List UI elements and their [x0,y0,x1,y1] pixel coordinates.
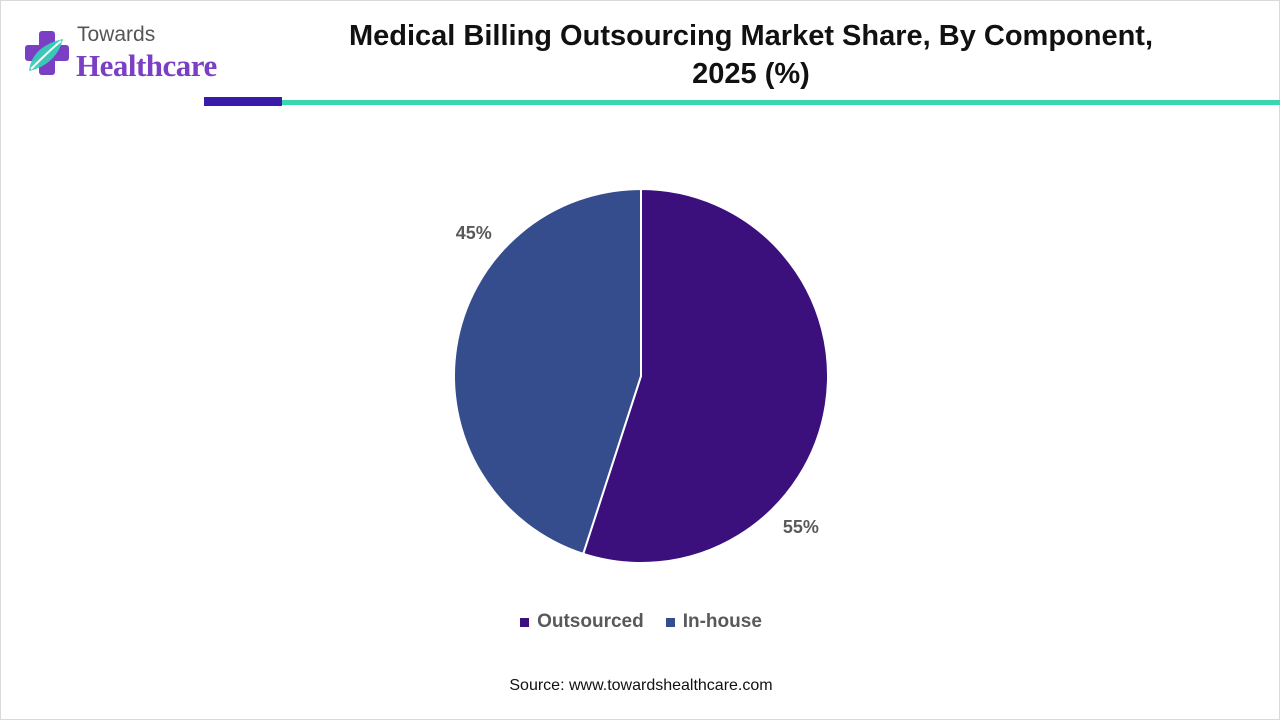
legend-label-in-house: In-house [682,611,762,632]
legend-item-in-house: In-house [665,611,762,633]
logo-text-healthcare: Healthcare [76,48,217,83]
header-rule-accent [204,97,282,106]
header-rule [282,100,1280,105]
legend-item-outsourced: Outsourced [520,611,644,633]
towards-healthcare-logo: Towards Healthcare [21,23,251,85]
chart-legend: Outsourced In-house [1,611,1280,633]
legend-swatch-outsourced [520,617,530,627]
pie-slice-in-house [453,187,642,556]
chart-title: Medical Billing Outsourcing Market Share… [301,17,1201,93]
chart-title-line-1: Medical Billing Outsourcing Market Share… [348,20,1154,52]
legend-swatch-in-house [665,617,675,627]
data-label-in-house: 45% [456,223,492,243]
pie-slice-outsourced [581,187,829,564]
data-label-outsourced: 55% [783,517,819,537]
chart-title-line-2: 2025 (%) [692,58,810,90]
logo-text-towards: Towards [77,23,156,46]
source-note: Source: www.towardshealthcare.com [509,677,773,694]
medical-cross-leaf-icon [25,31,69,75]
legend-label-outsourced: Outsourced [537,611,644,632]
